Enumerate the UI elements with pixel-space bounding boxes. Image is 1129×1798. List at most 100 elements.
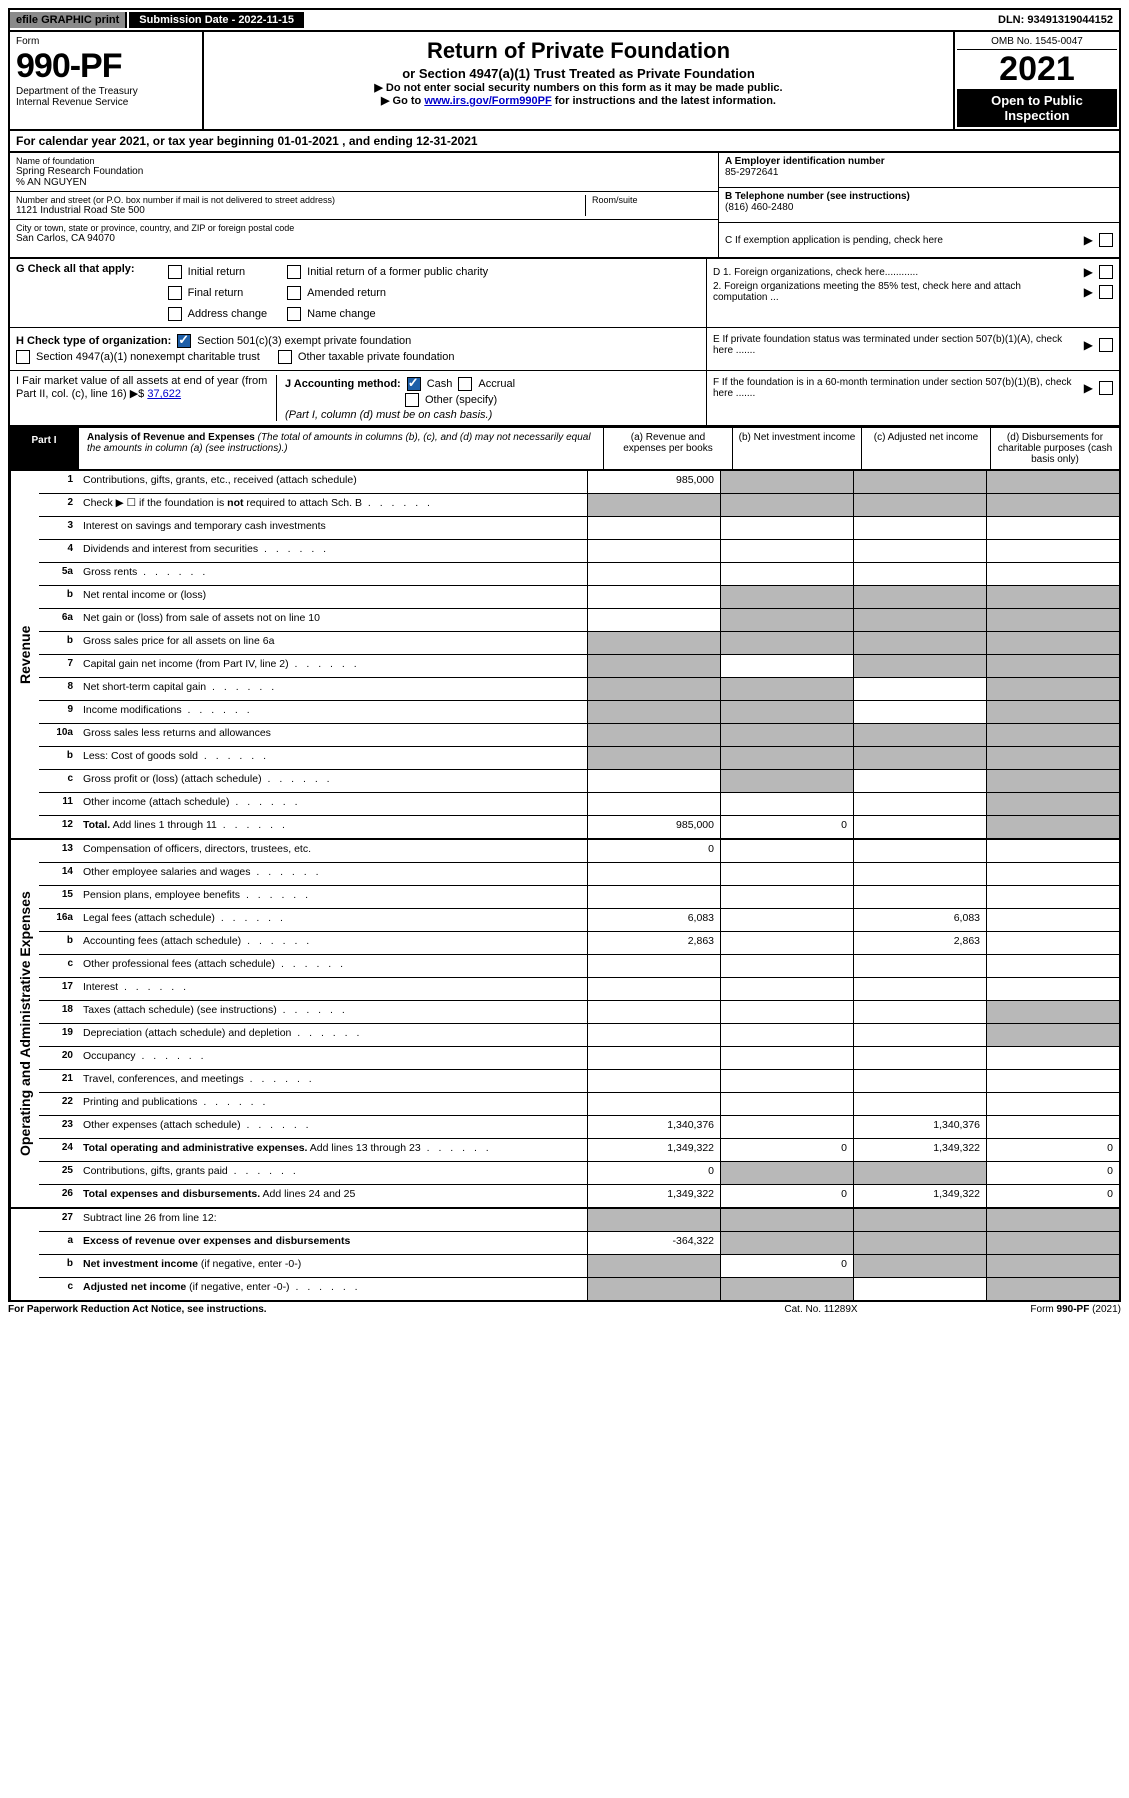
table-row: 22Printing and publications . . . . . .: [39, 1093, 1119, 1116]
calendar-year-row: For calendar year 2021, or tax year begi…: [8, 131, 1121, 153]
line-desc: Accounting fees (attach schedule) . . . …: [79, 932, 587, 954]
col-c: 1,349,322: [853, 1185, 986, 1207]
line-number: 18: [39, 1001, 79, 1023]
col-a: [587, 1024, 720, 1046]
cb-amended[interactable]: [287, 286, 301, 300]
col-c: [853, 1093, 986, 1115]
line-number: 27: [39, 1209, 79, 1231]
col-d: [986, 747, 1119, 769]
cb-other-tax[interactable]: [278, 350, 292, 364]
fmv-link[interactable]: 37,622: [147, 388, 181, 400]
col-a: 6,083: [587, 909, 720, 931]
f-right: F If the foundation is in a 60-month ter…: [706, 371, 1119, 425]
col-d: [986, 1255, 1119, 1277]
city-cell: City or town, state or province, country…: [10, 220, 718, 247]
table-row: 17Interest . . . . . .: [39, 978, 1119, 1001]
checkbox-c[interactable]: [1099, 233, 1113, 247]
line-desc: Gross sales less returns and allowances: [79, 724, 587, 746]
cb-e[interactable]: [1099, 338, 1113, 352]
table-row: 13Compensation of officers, directors, t…: [39, 840, 1119, 863]
line-desc: Travel, conferences, and meetings . . . …: [79, 1070, 587, 1092]
room-label: Room/suite: [592, 195, 712, 205]
cb-address[interactable]: [168, 307, 182, 321]
irs-link[interactable]: www.irs.gov/Form990PF: [424, 95, 551, 107]
line-desc: Taxes (attach schedule) (see instruction…: [79, 1001, 587, 1023]
cb-d2[interactable]: [1099, 285, 1113, 299]
col-c: [853, 1162, 986, 1184]
note-ssn: ▶ Do not enter social security numbers o…: [210, 81, 947, 94]
line-number: 9: [39, 701, 79, 723]
j-block: J Accounting method: Cash Accrual Other …: [276, 375, 700, 421]
table-row: bNet investment income (if negative, ent…: [39, 1255, 1119, 1278]
line-number: 21: [39, 1070, 79, 1092]
dept-irs: Internal Revenue Service: [16, 97, 196, 108]
table-row: aExcess of revenue over expenses and dis…: [39, 1232, 1119, 1255]
col-d: [986, 517, 1119, 539]
table-row: bNet rental income or (loss): [39, 586, 1119, 609]
col-c: 1,349,322: [853, 1139, 986, 1161]
phone-cell: B Telephone number (see instructions) (8…: [719, 188, 1119, 223]
cb-cash[interactable]: [407, 377, 421, 391]
col-d: 0: [986, 1185, 1119, 1207]
col-d: [986, 1070, 1119, 1092]
revenue-rows: 1Contributions, gifts, grants, etc., rec…: [39, 471, 1119, 838]
cb-other-acct[interactable]: [405, 393, 419, 407]
col-b: [720, 1278, 853, 1300]
col-d: 0: [986, 1162, 1119, 1184]
col-d: [986, 471, 1119, 493]
line-number: a: [39, 1232, 79, 1254]
col-b: [720, 655, 853, 677]
line-desc: Gross profit or (loss) (attach schedule)…: [79, 770, 587, 792]
tax-year: 2021: [957, 50, 1117, 89]
line-desc: Gross rents . . . . . .: [79, 563, 587, 585]
foundation-name-cell: Name of foundation Spring Research Found…: [10, 153, 718, 192]
cb-f[interactable]: [1099, 381, 1113, 395]
col-d: 0: [986, 1139, 1119, 1161]
cb-name[interactable]: [287, 307, 301, 321]
cb-4947[interactable]: [16, 350, 30, 364]
cb-accrual[interactable]: [458, 377, 472, 391]
line-desc: Legal fees (attach schedule) . . . . . .: [79, 909, 587, 931]
section-g-row: G Check all that apply: Initial return F…: [8, 259, 1121, 328]
cb-initial-former[interactable]: [287, 265, 301, 279]
col-a: [587, 793, 720, 815]
col-c: [853, 840, 986, 862]
cb-501c3[interactable]: [177, 334, 191, 348]
line-desc: Net gain or (loss) from sale of assets n…: [79, 609, 587, 631]
col-c: [853, 793, 986, 815]
col-d: [986, 1001, 1119, 1023]
col-c: [853, 494, 986, 516]
cb-final[interactable]: [168, 286, 182, 300]
col-d: [986, 1093, 1119, 1115]
line-desc: Other professional fees (attach schedule…: [79, 955, 587, 977]
col-a: [587, 701, 720, 723]
cb-initial[interactable]: [168, 265, 182, 279]
expense-rows: 13Compensation of officers, directors, t…: [39, 840, 1119, 1207]
col-a: 1,340,376: [587, 1116, 720, 1138]
col-b: [720, 978, 853, 1000]
col-c: 1,340,376: [853, 1116, 986, 1138]
col-a: -364,322: [587, 1232, 720, 1254]
col-a: 985,000: [587, 471, 720, 493]
line-desc: Income modifications . . . . . .: [79, 701, 587, 723]
table-row: bLess: Cost of goods sold . . . . . .: [39, 747, 1119, 770]
col-d: [986, 816, 1119, 838]
col-b: [720, 586, 853, 608]
col-b: 0: [720, 1255, 853, 1277]
table-row: 8Net short-term capital gain . . . . . .: [39, 678, 1119, 701]
info-grid: Name of foundation Spring Research Found…: [8, 153, 1121, 259]
col-b: [720, 609, 853, 631]
col-c: [853, 678, 986, 700]
col-b: [720, 932, 853, 954]
col-c: [853, 1209, 986, 1231]
table-row: 25Contributions, gifts, grants paid . . …: [39, 1162, 1119, 1185]
col-a: [587, 494, 720, 516]
col-a: [587, 632, 720, 654]
col-a: [587, 1209, 720, 1231]
line-number: 4: [39, 540, 79, 562]
table-row: cOther professional fees (attach schedul…: [39, 955, 1119, 978]
cb-d1[interactable]: [1099, 265, 1113, 279]
col-c: [853, 609, 986, 631]
bottom-rows: 27Subtract line 26 from line 12:aExcess …: [39, 1209, 1119, 1300]
line-number: 6a: [39, 609, 79, 631]
